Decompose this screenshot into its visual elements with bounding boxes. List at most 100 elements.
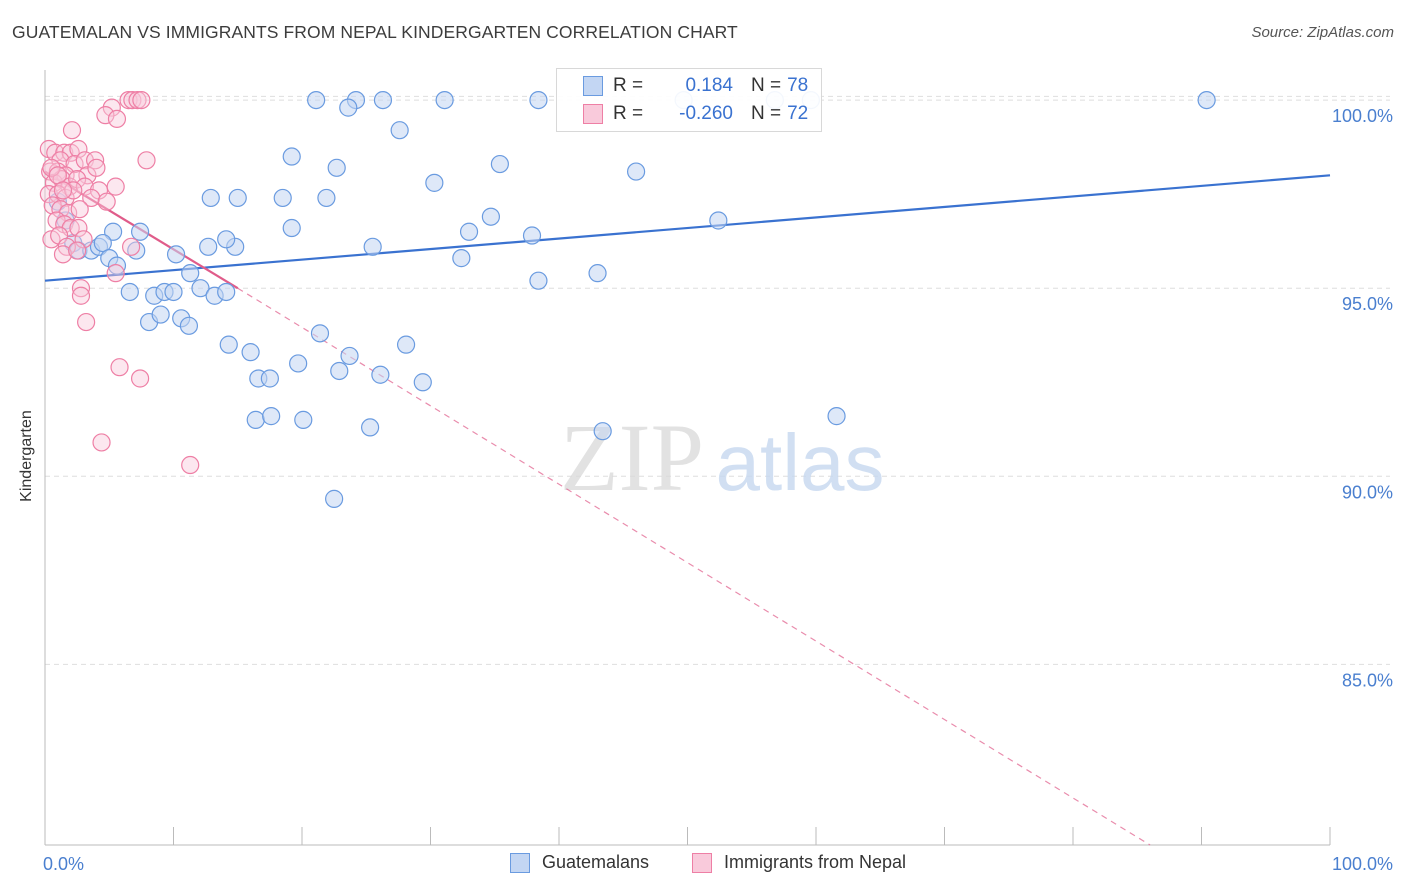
point-guatemalans	[588, 264, 607, 283]
watermark-zip: ZIP	[560, 404, 704, 511]
point-guatemalans	[593, 422, 612, 441]
point-guatemalans	[219, 335, 238, 354]
legend-swatch-blue	[510, 852, 530, 873]
point-guatemalans	[104, 222, 123, 241]
y-tick-label: 100.0%	[1332, 106, 1393, 126]
point-guatemalans	[307, 90, 326, 110]
point-guatemalans	[325, 489, 344, 508]
point-guatemalans	[1197, 90, 1216, 110]
y-tick-label: 90.0%	[1342, 482, 1393, 502]
legend-item-guatemalans[interactable]: Guatemalans	[510, 852, 649, 873]
point-nepal	[181, 455, 200, 475]
point-nepal	[128, 90, 147, 110]
point-nepal	[70, 200, 89, 219]
point-guatemalans	[260, 369, 279, 388]
point-guatemalans	[361, 418, 380, 437]
point-nepal	[68, 241, 87, 260]
point-guatemalans	[151, 305, 170, 324]
point-nepal	[121, 237, 141, 256]
point-guatemalans	[459, 222, 479, 241]
point-nepal	[69, 139, 88, 159]
legend-n-label: N =	[751, 75, 782, 96]
point-nepal	[107, 109, 127, 129]
point-guatemalans	[294, 410, 313, 429]
point-nepal	[62, 121, 82, 140]
point-guatemalans	[164, 282, 183, 302]
legend-row-guatemalans: R = 0.184 N = 78	[557, 73, 808, 99]
point-nepal	[71, 286, 91, 305]
point-nepal	[68, 170, 87, 189]
legend-r-value: 0.184	[685, 75, 733, 96]
point-nepal	[137, 151, 156, 170]
legend-r-label: R =	[613, 75, 644, 96]
point-guatemalans	[201, 188, 220, 208]
point-nepal	[42, 158, 61, 177]
point-guatemalans	[413, 373, 432, 392]
trend-line-nepal-extended	[237, 287, 1151, 846]
point-guatemalans	[217, 230, 236, 249]
point-nepal	[48, 166, 67, 185]
correlation-legend: R = 0.184 N = 78 R = -0.260 N = 72	[556, 68, 822, 132]
legend-swatch-pink	[692, 852, 712, 873]
point-nepal	[64, 181, 83, 200]
point-guatemalans	[490, 154, 509, 174]
point-guatemalans	[709, 211, 728, 230]
point-nepal	[53, 181, 73, 200]
point-nepal	[74, 230, 93, 249]
axes	[44, 70, 1331, 846]
point-nepal	[71, 279, 91, 298]
point-guatemalans	[179, 316, 199, 335]
legend-label: Guatemalans	[542, 852, 650, 872]
legend-swatch-pink	[583, 104, 603, 124]
point-guatemalans	[273, 188, 292, 208]
point-guatemalans	[262, 407, 281, 426]
point-nepal	[92, 433, 111, 452]
point-nepal	[69, 218, 88, 238]
legend-r-value: -0.260	[679, 103, 733, 124]
point-guatemalans	[373, 90, 393, 110]
chart-title: GUATEMALAN VS IMMIGRANTS FROM NEPAL KIND…	[12, 22, 738, 42]
point-nepal	[86, 151, 105, 170]
point-guatemalans	[120, 282, 139, 302]
legend-row-nepal: R = -0.260 N = 72	[557, 101, 808, 127]
point-guatemalans	[435, 90, 454, 110]
point-guatemalans	[827, 407, 846, 426]
point-guatemalans	[327, 158, 346, 177]
point-guatemalans	[130, 222, 150, 241]
legend-n-value: 72	[787, 103, 809, 124]
point-nepal	[97, 192, 116, 211]
legend-label: Immigrants from Nepal	[724, 852, 907, 872]
point-guatemalans	[282, 147, 301, 166]
y-tick-label: 95.0%	[1342, 294, 1393, 314]
point-guatemalans	[340, 346, 359, 366]
point-nepal	[102, 98, 121, 117]
point-guatemalans	[166, 245, 186, 264]
legend-n-value: 78	[787, 75, 809, 96]
point-guatemalans	[107, 256, 127, 275]
point-nepal	[77, 312, 96, 332]
point-guatemalans	[282, 218, 301, 238]
point-guatemalans	[246, 410, 265, 429]
point-guatemalans	[317, 188, 336, 208]
point-guatemalans	[425, 173, 444, 192]
x-tick-label-start: 0.0%	[43, 854, 84, 874]
point-nepal	[75, 177, 94, 196]
x-tick-label-end: 100.0%	[1332, 854, 1393, 874]
point-guatemalans	[522, 226, 542, 245]
series-legend: Guatemalans Immigrants from Nepal	[0, 852, 1406, 878]
point-nepal	[96, 106, 115, 125]
chart-source: Source: ZipAtlas.com	[1251, 24, 1394, 41]
legend-item-nepal[interactable]: Immigrants from Nepal	[692, 852, 906, 873]
point-nepal	[132, 90, 151, 110]
legend-n-label: N =	[751, 103, 782, 124]
point-guatemalans	[228, 188, 247, 208]
point-guatemalans	[217, 282, 236, 302]
point-guatemalans	[390, 121, 409, 140]
point-guatemalans	[371, 365, 390, 384]
point-guatemalans	[191, 279, 210, 298]
gridlines	[45, 95, 1390, 665]
legend-swatch-blue	[583, 76, 603, 96]
y-tick-label: 85.0%	[1342, 670, 1393, 690]
point-nepal	[110, 358, 129, 377]
point-guatemalans	[93, 233, 112, 253]
